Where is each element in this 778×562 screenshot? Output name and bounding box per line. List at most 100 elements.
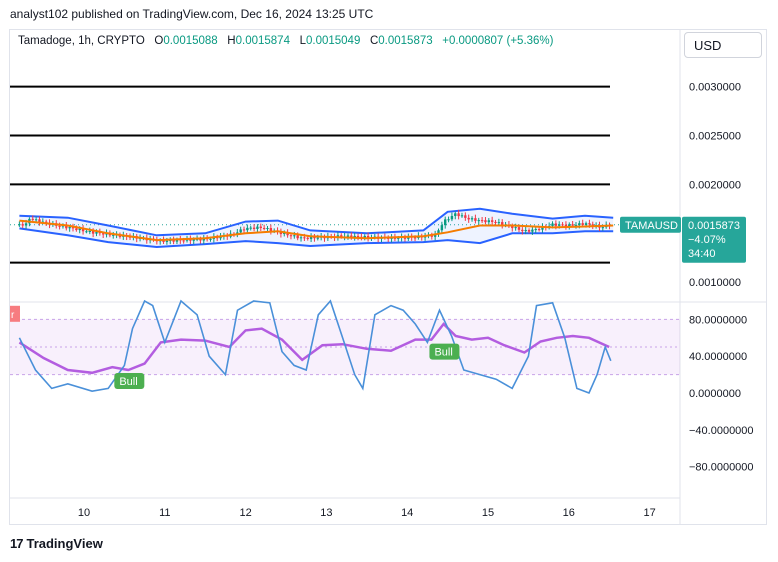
- candle-body: [403, 236, 407, 239]
- candle-body: [202, 238, 205, 241]
- candle-body: [554, 223, 558, 226]
- time-tick-label: 17: [643, 507, 655, 519]
- candle-body: [568, 224, 571, 227]
- candle-body: [279, 231, 283, 235]
- high-label: H: [227, 35, 236, 47]
- candle-body: [494, 221, 497, 223]
- candle-body: [91, 230, 95, 234]
- bull-signal-label: Bull: [119, 376, 137, 388]
- time-tick-label: 13: [320, 507, 332, 519]
- candle-body: [61, 225, 65, 227]
- candle-body: [182, 240, 185, 242]
- candle-body: [541, 226, 544, 230]
- candle-body: [474, 218, 477, 221]
- candle-body: [75, 228, 78, 231]
- candle-body: [95, 232, 98, 234]
- oscillator-tick-label: 40.0000000: [689, 351, 747, 363]
- candle-body: [101, 233, 105, 235]
- candle-body: [490, 220, 494, 222]
- candle-body: [477, 220, 480, 222]
- price-tick-label: 0.0020000: [689, 179, 741, 191]
- symbol-tag-label: TAMAUSD: [625, 220, 678, 232]
- stoch-d-line: [18, 322, 610, 375]
- candle-body: [480, 220, 484, 222]
- candle-body: [21, 224, 24, 226]
- high-value: 0.0015874: [235, 35, 290, 47]
- change-value: +0.0000807 (+5.36%): [442, 35, 554, 47]
- candle-body: [454, 213, 457, 216]
- candle-body: [85, 231, 88, 233]
- candle-body: [209, 238, 212, 240]
- candle-body: [299, 237, 303, 239]
- candle-body: [34, 219, 38, 221]
- candle-body: [68, 227, 71, 229]
- candle-body: [303, 237, 306, 239]
- candle-body: [112, 234, 115, 236]
- candle-body: [266, 228, 269, 230]
- candle-body: [259, 226, 262, 228]
- oscillator-tick-label: −40.0000000: [689, 425, 754, 437]
- time-tick-label: 12: [239, 507, 251, 519]
- candle-body: [162, 239, 165, 242]
- oscillator-tick-label: −80.0000000: [689, 462, 754, 474]
- candle-body: [242, 229, 246, 231]
- low-value: 0.0015049: [305, 35, 361, 47]
- candle-body: [356, 235, 360, 237]
- candle-body: [578, 223, 581, 225]
- close-label: C: [369, 35, 379, 47]
- candle-body: [366, 235, 370, 239]
- candle-body: [199, 238, 202, 241]
- candle-body: [460, 215, 464, 217]
- candle-body: [588, 223, 591, 225]
- bull-signal-badge: [114, 373, 145, 390]
- time-tick-label: 11: [159, 507, 170, 519]
- symbol-tag-box: [620, 216, 681, 233]
- candle-body: [584, 223, 588, 225]
- oscillator-tick-label: 0.0000000: [689, 388, 741, 400]
- tradingview-logo-icon: 17: [10, 536, 24, 551]
- candle-body: [192, 239, 195, 241]
- candle-body: [521, 229, 524, 232]
- price-tag-change: −4.07%: [688, 234, 726, 246]
- candle-body: [487, 220, 491, 223]
- currency-button[interactable]: USD: [684, 32, 762, 58]
- candle-body: [531, 229, 534, 232]
- candle-body: [501, 222, 504, 226]
- candle-body: [256, 226, 259, 229]
- candle-body: [470, 218, 474, 220]
- candle-body: [457, 213, 460, 217]
- candle-body: [527, 230, 531, 232]
- candle-body: [71, 227, 75, 229]
- publish-caption: analyst102 published on TradingView.com,…: [10, 7, 374, 21]
- candle-body: [601, 227, 605, 229]
- candle-body: [447, 219, 450, 221]
- candle-body: [340, 235, 343, 238]
- candle-body: [413, 237, 417, 239]
- candle-body: [172, 239, 175, 242]
- oscillator-tick-label: 80.0000000: [689, 314, 747, 326]
- candle-body: [430, 235, 434, 237]
- tradingview-logo: 17 TradingView: [10, 536, 103, 551]
- candle-body: [78, 228, 81, 231]
- candle-body: [440, 225, 444, 231]
- candle-body: [514, 227, 517, 229]
- symbol-label: Tamadoge, 1h, CRYPTO: [18, 35, 145, 47]
- price-tick-label: 0.0030000: [689, 82, 741, 94]
- candle-body: [249, 227, 252, 229]
- candle-body: [293, 235, 296, 237]
- candle-body: [309, 236, 313, 239]
- ohlc-legend: Tamadoge, 1h, CRYPTO O0.0015088 H0.00158…: [18, 35, 554, 47]
- candle-body: [289, 235, 293, 237]
- candle-body: [38, 219, 41, 223]
- overlays: TAMAUSD 0.0015873 −4.07% 34:40 Bull Bull r: [10, 216, 746, 390]
- candle-body: [286, 232, 289, 236]
- stoch-k-line: [18, 299, 612, 395]
- candle-body: [437, 230, 440, 235]
- price-tick-label: 0.0025000: [689, 131, 741, 143]
- candle-body: [239, 229, 242, 233]
- candle-body: [262, 227, 266, 229]
- candle-body: [313, 236, 316, 239]
- candle-body: [65, 225, 68, 229]
- close-value: 0.0015873: [378, 35, 433, 47]
